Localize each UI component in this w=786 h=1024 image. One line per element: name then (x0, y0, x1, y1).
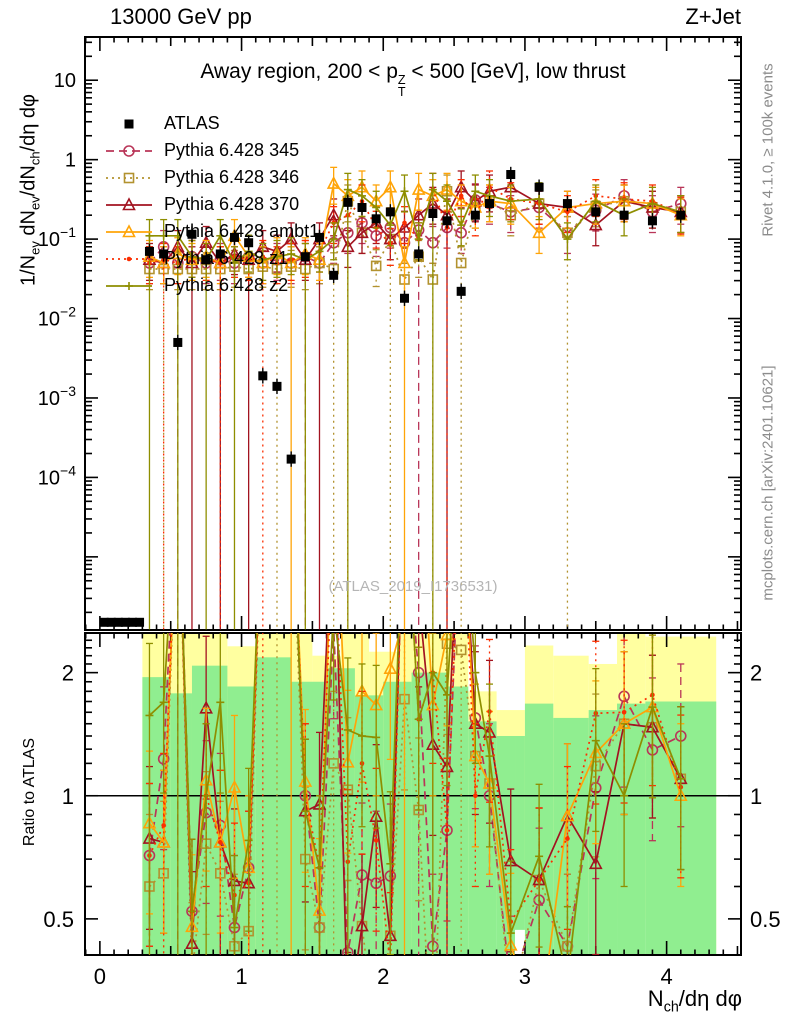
x-tick-label: 4 (660, 964, 672, 989)
ratio-tick-label-right: 0.5 (750, 907, 781, 932)
rivet-version-note: Rivet 4.1.0, ≥ 100k events (759, 63, 777, 237)
legend-item-label: Pythia 6.428 ambt1 (164, 221, 320, 241)
y-tick-label: 10−3 (38, 383, 76, 410)
legend-item-label: Pythia 6.428 z2 (164, 275, 289, 295)
green-band-step (255, 657, 292, 955)
mcplots-reference-note: mcplots.cern.ch [arXiv:2401.10621] (759, 365, 777, 601)
legend-marker-circle-open-icon (106, 144, 152, 157)
axis-ticks (84, 37, 741, 955)
green-band-step (354, 695, 384, 955)
ratio-tick-label-right: 1 (750, 784, 762, 809)
legend-item-label: ATLAS (164, 113, 220, 133)
atlas-data-points (99, 166, 686, 627)
green-band-step (142, 677, 171, 955)
legend: ATLAS Pythia 6.428 345 Pythia 6.428 346 Pyt… (104, 110, 319, 299)
x-tick-label: 2 (377, 964, 389, 989)
legend-marker-triangle-open-icon (106, 223, 152, 237)
x-tick-label: 0 (94, 964, 106, 989)
ratio-series-layer (142, 633, 688, 955)
beam-energy-title: 13000 GeV pp (110, 4, 252, 29)
ratio-axis-title: Ratio to ATLAS (21, 737, 38, 847)
ratio-tick-label-left: 1 (62, 784, 74, 809)
legend-item: Pythia 6.428 z2 (104, 272, 319, 299)
legend-item: Pythia 6.428 z1 (104, 245, 319, 272)
legend-item: Pythia 6.428 345 (104, 137, 319, 164)
green-band-step (496, 735, 516, 955)
main-panel-frame (84, 36, 742, 631)
green-band-step (588, 710, 618, 955)
y-axis-title: 1/Nev dNev/dNch/dη dφ (17, 93, 43, 287)
legend-marker-square-open-icon (106, 172, 152, 183)
legend-item: Pythia 6.428 ambt1 (104, 218, 319, 245)
series-ratio-pz2 (145, 633, 685, 955)
legend-item-label: Pythia 6.428 370 (164, 194, 300, 214)
x-tick-label: 3 (519, 964, 531, 989)
pt-sub: T (397, 84, 406, 99)
process-title: Z+Jet (685, 4, 741, 29)
analysis-id-watermark: (ATLAS_2019_I1736531) (328, 578, 498, 595)
y-tick-label: 10−4 (38, 462, 76, 489)
legend-item: Pythia 6.428 346 (104, 164, 319, 191)
ratio-tick-label-right: 2 (750, 661, 762, 686)
green-band-step (447, 686, 469, 955)
legend-marker-dot-filled-icon (106, 256, 152, 261)
legend-marker-square-filled-icon (124, 119, 134, 128)
y-tick-label: 10−2 (38, 304, 76, 331)
legend-item-label: Pythia 6.428 345 (164, 140, 300, 160)
x-axis-title: Nch/dη dφ (647, 986, 742, 1016)
y-tick-label: 10 (54, 70, 76, 92)
legend-marker-triangle-open-icon (106, 196, 152, 210)
legend-item: Pythia 6.428 370 (104, 191, 319, 218)
green-band-step (515, 735, 525, 930)
observable-title-prefix: Away region, 200 < p (200, 60, 398, 83)
legend-item-label: Pythia 6.428 346 (164, 167, 300, 187)
x-tick-label: 1 (235, 964, 247, 989)
ratio-tick-label-left: 0.5 (43, 907, 74, 932)
y-tick-label: 1 (65, 150, 76, 172)
legend-item-label: Pythia 6.428 z1 (164, 248, 289, 268)
observable-title-suffix: < 500 [GeV], low thrust (405, 60, 626, 83)
legend-marker-plus-icon (106, 281, 152, 290)
y-tick-label: 10−1 (38, 224, 76, 251)
pt-sup: Z (397, 72, 406, 87)
legend-item: ATLAS (104, 110, 319, 137)
axis-tick-labels: 10 1 10−1 10−2 10−3 10−4 0 1 2 3 4 2 2 1 1 0.5 0.5 (38, 70, 781, 989)
ratio-tick-label-left: 2 (62, 661, 74, 686)
